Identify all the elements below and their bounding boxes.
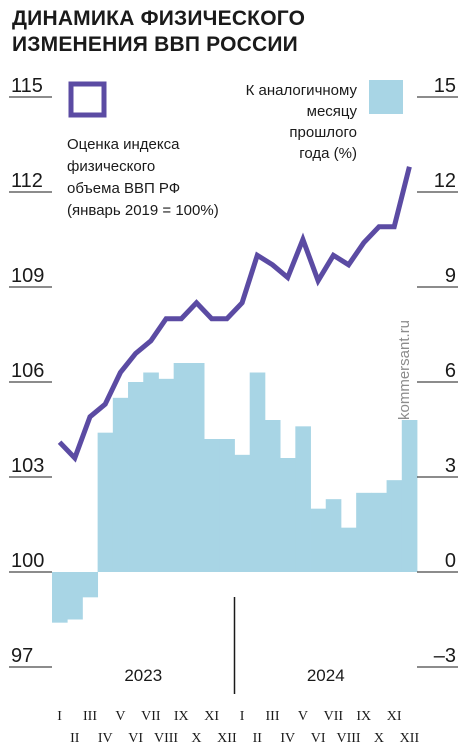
left-tick-label: 112: [11, 170, 43, 192]
month-label: VII: [141, 709, 161, 724]
month-label: I: [57, 709, 62, 724]
left-tick-label: 109: [11, 265, 44, 287]
bar: [401, 420, 418, 572]
right-tick-label: –3: [434, 645, 456, 667]
month-label: X: [191, 731, 201, 746]
bar: [249, 372, 266, 572]
bar-legend-label: К аналогичному: [246, 82, 358, 99]
bar: [143, 372, 159, 572]
source-credit: kommersant.ru: [396, 320, 413, 420]
month-label: XII: [400, 731, 420, 746]
bar-legend-label: прошлого: [289, 124, 357, 141]
month-label: XII: [217, 731, 237, 746]
bar: [295, 426, 311, 572]
month-label: VIII: [337, 731, 361, 746]
bar-legend-label: месяцу: [307, 103, 358, 120]
bars-layer: [52, 363, 418, 623]
line-layer: [57, 166, 412, 463]
chart-title-line-2: ИЗМЕНЕНИЯ ВВП РОССИИ: [12, 33, 298, 56]
bar: [371, 492, 387, 572]
bar: [67, 572, 83, 620]
bar: [386, 480, 403, 572]
month-label: IX: [356, 709, 371, 724]
left-tick-label: 100: [11, 550, 44, 572]
bar: [128, 382, 144, 572]
bar: [340, 527, 357, 572]
line-legend-label: (январь 2019 = 100%): [67, 202, 219, 219]
right-tick-label: 6: [445, 360, 456, 382]
bar: [188, 363, 205, 572]
month-label: IV: [280, 731, 295, 746]
month-label: II: [253, 731, 263, 746]
right-tick-label: 0: [445, 550, 456, 572]
bar: [97, 432, 114, 572]
month-label: V: [115, 709, 125, 724]
bar: [325, 499, 342, 572]
left-tick-label: 106: [11, 360, 44, 382]
month-label: VIII: [154, 731, 178, 746]
month-label: I: [240, 709, 245, 724]
year-label: 2023: [124, 666, 162, 685]
month-label: VII: [324, 709, 344, 724]
bar: [264, 420, 281, 572]
bar: [219, 439, 235, 572]
chart-title-line-1: ДИНАМИКА ФИЗИЧЕСКОГО: [12, 7, 306, 30]
month-label: IX: [174, 709, 189, 724]
month-label: IV: [98, 731, 113, 746]
line-legend-label: объема ВВП РФ: [67, 180, 180, 197]
year-label: 2024: [307, 666, 345, 685]
right-tick-label: 15: [434, 75, 456, 97]
gdp-index-line: [57, 166, 412, 463]
month-label: X: [374, 731, 384, 746]
line-legend-swatch: [68, 81, 107, 118]
month-label: III: [266, 709, 280, 724]
right-tick-label: 12: [434, 170, 456, 192]
line-legend-label: Оценка индекса: [67, 136, 180, 153]
right-tick-label: 9: [445, 265, 456, 287]
bar: [52, 572, 68, 623]
line-legend-label: физического: [67, 158, 155, 175]
chart-title: ДИНАМИКА ФИЗИЧЕСКОГО ИЗМЕНЕНИЯ ВВП РОССИ…: [12, 6, 305, 58]
axis-layer: 115 15 112 12 109 9 106 6 103 3 100 0 97 –3: [9, 75, 458, 694]
bar-legend-label: года (%): [299, 145, 357, 162]
month-label: XI: [387, 709, 402, 724]
left-tick-label: 115: [11, 75, 43, 97]
bar: [234, 454, 251, 572]
bar: [173, 363, 190, 572]
bar: [356, 492, 372, 572]
bar-legend-swatch: [369, 80, 403, 114]
month-label: VI: [128, 731, 143, 746]
bar: [310, 508, 327, 572]
month-label: XI: [204, 709, 219, 724]
left-tick-label: 103: [11, 455, 44, 477]
bar: [112, 397, 129, 572]
month-label: II: [70, 731, 80, 746]
right-tick-label: 3: [445, 455, 456, 477]
month-label: V: [298, 709, 308, 724]
legend: Оценка индекса физического объема ВВП РФ (я…: [67, 80, 403, 219]
month-label: VI: [311, 731, 326, 746]
bar: [158, 378, 175, 572]
bar: [280, 458, 296, 572]
bar: [204, 439, 220, 572]
left-tick-label: 97: [11, 645, 33, 667]
month-label: III: [83, 709, 97, 724]
bar: [82, 572, 99, 598]
